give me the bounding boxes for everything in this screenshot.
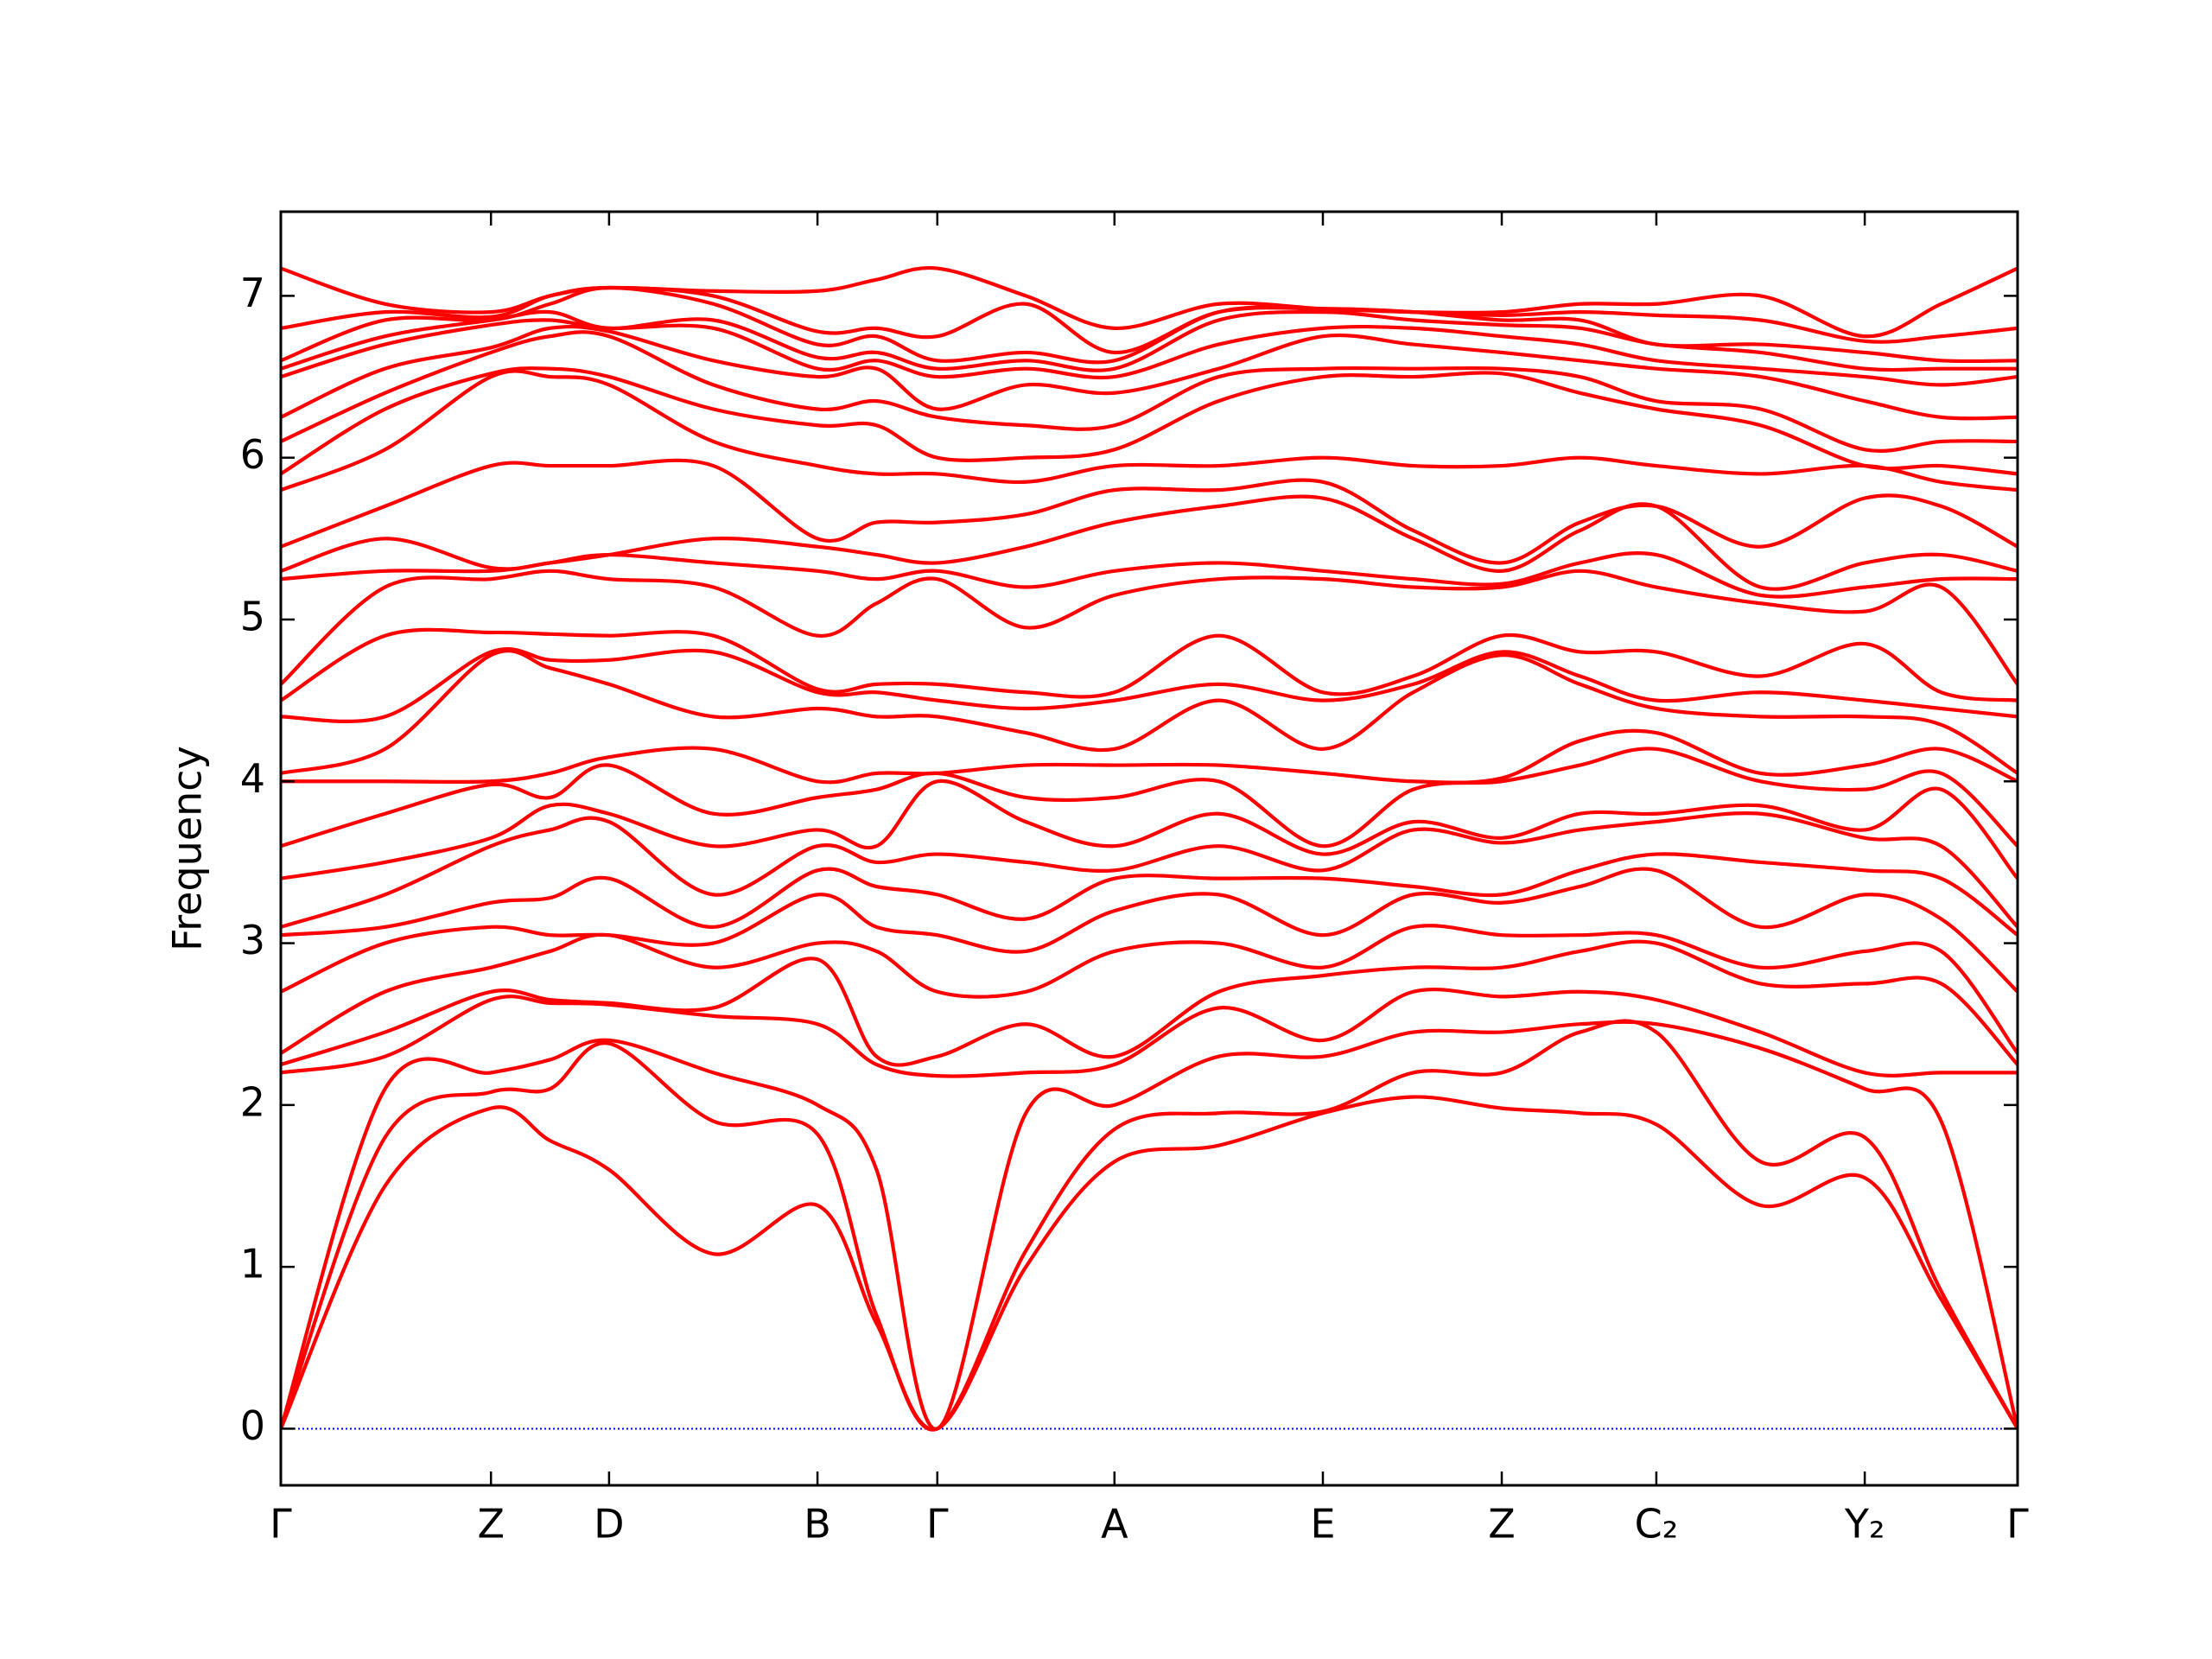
band-line — [281, 867, 2018, 994]
band-line — [281, 494, 2018, 591]
x-tick-label: A — [1101, 1501, 1128, 1548]
x-tick-label: E — [1310, 1501, 1335, 1548]
y-tick-label: 7 — [240, 270, 265, 316]
band-line — [281, 646, 2018, 724]
x-tick-label: D — [594, 1501, 624, 1548]
x-tick-label: Z — [1488, 1501, 1516, 1548]
band-line — [281, 939, 2018, 1067]
x-tick-label: Γ — [926, 1501, 949, 1548]
band-line — [281, 1020, 2018, 1431]
y-tick-label: 6 — [240, 431, 265, 478]
band-line — [281, 988, 2018, 1078]
band-line — [281, 309, 2018, 372]
y-tick-label: 4 — [240, 755, 265, 802]
band-line — [281, 265, 2018, 339]
band-line — [281, 728, 2018, 785]
band-line — [281, 1095, 2018, 1432]
plot-frame — [279, 210, 2019, 1487]
band-line — [281, 924, 2018, 1055]
band-line — [281, 366, 2018, 476]
band-line — [281, 1019, 2018, 1432]
band-line — [281, 649, 2018, 775]
y-tick-label: 3 — [240, 917, 265, 963]
x-tick-label: C₂ — [1635, 1501, 1679, 1548]
x-tick-label: Z — [477, 1501, 505, 1548]
band-line — [281, 811, 2018, 929]
band-line — [281, 369, 2018, 493]
band-line — [281, 324, 2018, 421]
band-line — [281, 747, 2018, 849]
band-line — [281, 627, 2018, 702]
y-tick-label: 0 — [240, 1402, 265, 1449]
y-axis-label: Frequency — [164, 746, 211, 951]
band-line — [281, 318, 2018, 387]
band-line — [281, 852, 2018, 938]
y-tick-label: 5 — [240, 593, 265, 639]
band-line — [281, 330, 2018, 453]
x-tick-label: B — [804, 1501, 831, 1548]
band-line — [281, 285, 2018, 365]
band-line — [281, 458, 2018, 565]
plot-area: 0 1 2 3 4 5 6 7 Γ Z D B Γ A E Z C₂ Y₂ Γ — [240, 210, 2029, 1548]
x-tick-label: Y₂ — [1844, 1501, 1885, 1548]
y-tick-label: 2 — [240, 1078, 265, 1125]
x-tick-label: Γ — [2006, 1501, 2029, 1548]
x-tick-label: Γ — [270, 1501, 292, 1548]
band-line — [281, 569, 2018, 686]
y-tick-label: 1 — [240, 1241, 265, 1287]
band-line — [281, 779, 2018, 880]
